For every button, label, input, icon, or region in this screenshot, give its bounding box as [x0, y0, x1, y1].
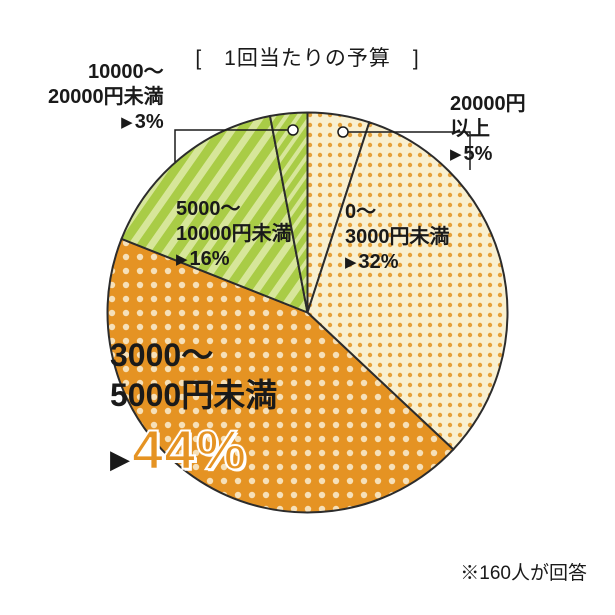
range-text: 10000～20000円未満	[48, 60, 164, 110]
range-text: 3000～5000円未満	[110, 335, 277, 415]
pct-text: 32%	[359, 251, 399, 273]
label-0: 0～3000円未満 ▶32%	[345, 200, 450, 275]
label-20000: 20000円以上 ▶5%	[450, 92, 526, 167]
range-text: 0～3000円未満	[345, 200, 450, 250]
label-5000: 5000～10000円未満 ▶16%	[176, 197, 292, 272]
tri-icon: ▶	[176, 251, 188, 270]
pct-text: 16%	[190, 248, 230, 270]
range-text: 5000～10000円未満	[176, 197, 292, 247]
tri-icon: ▶	[121, 114, 133, 133]
leader-dot-s10000	[288, 125, 298, 135]
pct-text: 5%	[464, 143, 493, 165]
pct-text: 44%	[132, 418, 247, 481]
tri-icon: ▶	[450, 146, 462, 165]
tri-icon: ▶	[345, 254, 357, 273]
label-10000: 10000～20000円未満 ▶3%	[48, 60, 164, 135]
tri-icon: ▶	[110, 443, 130, 476]
range-text: 20000円以上	[450, 92, 526, 142]
label-3000-emph: 3000～5000円未満 ▶44%	[110, 335, 277, 485]
leader-dot-s20000	[338, 127, 348, 137]
pct-text: 3%	[135, 111, 164, 133]
footnote: ※160人が回答	[460, 558, 587, 585]
